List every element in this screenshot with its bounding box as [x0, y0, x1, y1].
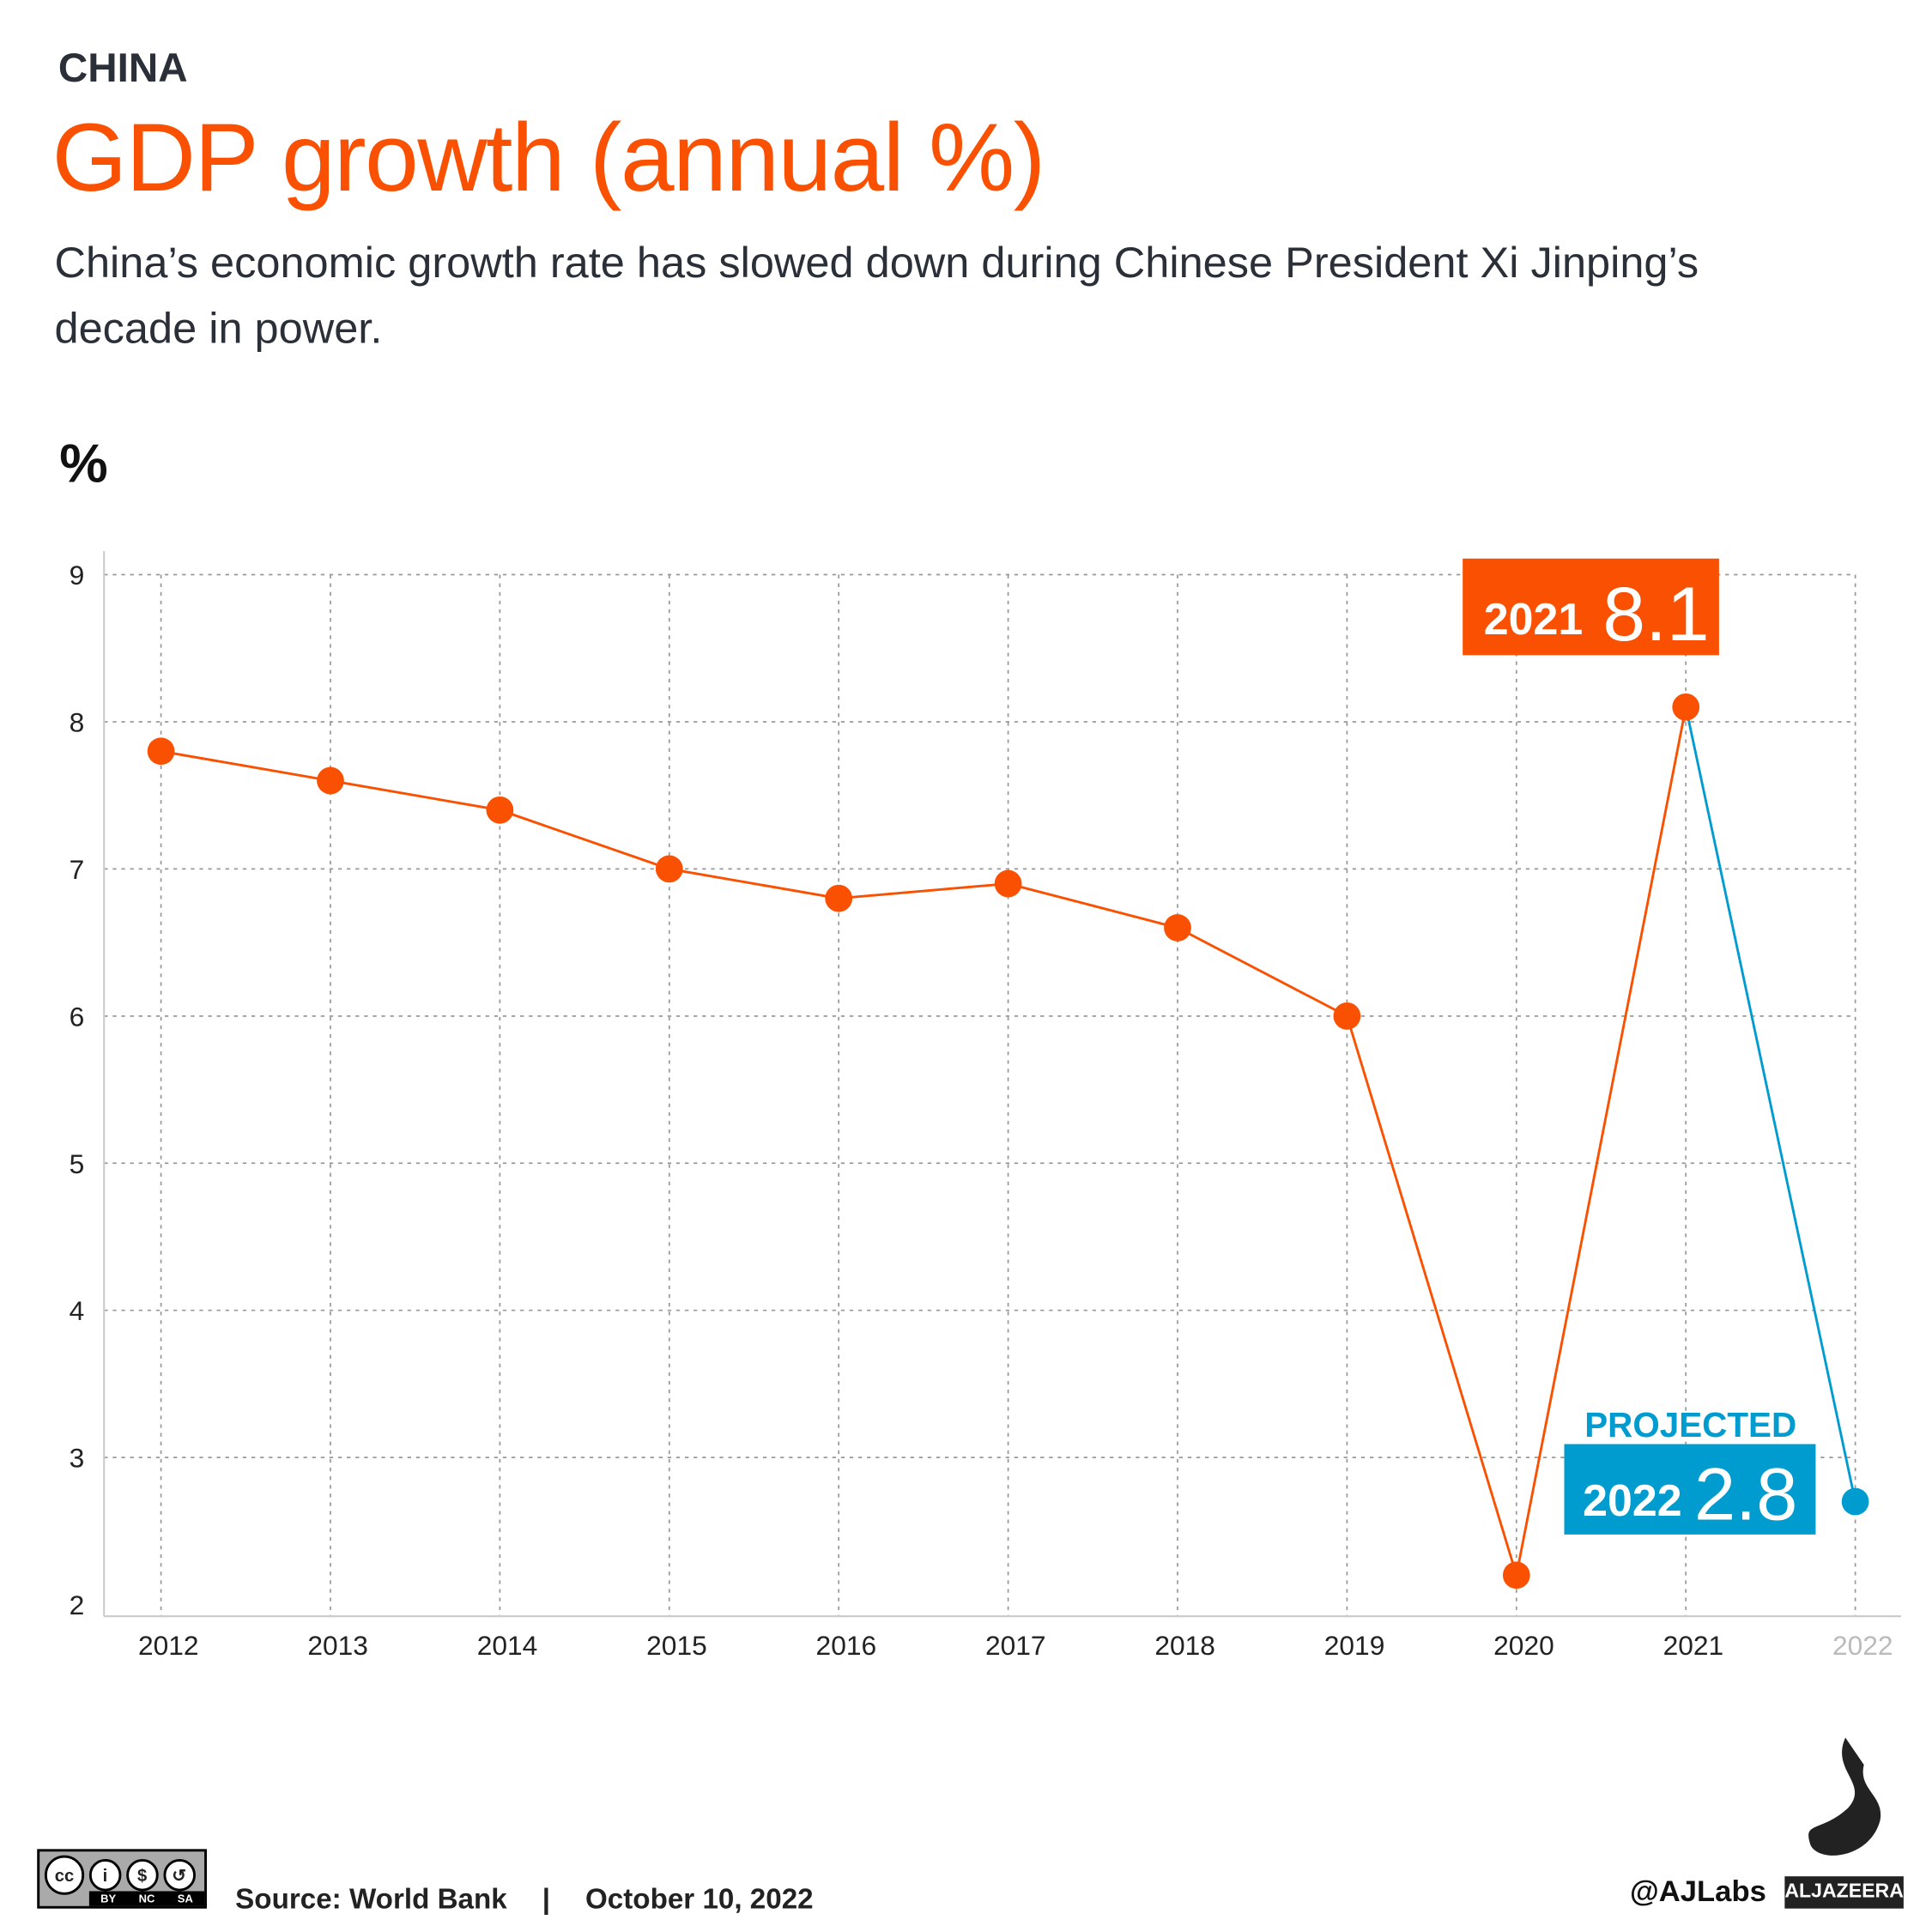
- footer-source: Source: World Bank | October 10, 2022: [235, 1882, 813, 1916]
- y-tick-label: 5: [70, 1148, 85, 1179]
- data-point-2022: [1841, 1487, 1869, 1516]
- data-point-2014: [486, 796, 514, 824]
- x-tick-label: 2019: [1324, 1630, 1385, 1661]
- y-tick-label: 8: [70, 707, 85, 738]
- source-text: Source: World Bank: [235, 1882, 507, 1915]
- x-tick-label: 2017: [985, 1630, 1046, 1661]
- annotation-2022-value: 2.8: [1694, 1454, 1797, 1536]
- annotation-2022-year: 2022: [1583, 1476, 1682, 1526]
- data-point-2017: [994, 869, 1022, 898]
- aljazeera-wordmark: ALJAZEERA: [1784, 1876, 1904, 1909]
- data-point-2015: [655, 855, 683, 883]
- projected-series-line: [1684, 706, 1857, 1502]
- annotation-2021-value: 8.1: [1602, 571, 1709, 657]
- kicker: CHINA: [58, 44, 188, 91]
- y-axis-unit: %: [59, 433, 108, 494]
- creative-commons-license-icon: cc i $ ↺ BY NC SA: [37, 1849, 207, 1909]
- x-tick-label: 2021: [1663, 1630, 1724, 1661]
- license-by: BY: [100, 1892, 117, 1905]
- chart-subtitle: China’s economic growth rate has slowed …: [54, 239, 1699, 354]
- data-point-2019: [1333, 1002, 1361, 1030]
- separator: |: [542, 1882, 551, 1915]
- annotation-2022-box: [1564, 1444, 1816, 1535]
- x-tick-label: 2012: [138, 1630, 199, 1661]
- x-tick-label: 2013: [307, 1630, 368, 1661]
- y-tick-label: 6: [70, 1001, 85, 1032]
- data-point-2012: [147, 737, 175, 766]
- data-point-2016: [825, 884, 853, 912]
- chart-title: GDP growth (annual %): [51, 102, 1046, 212]
- license-sa: SA: [177, 1892, 193, 1905]
- actual-series-line: [160, 706, 1687, 1576]
- data-point-2013: [317, 766, 344, 795]
- annotation-projected-label: PROJECTED: [1584, 1405, 1796, 1444]
- x-tick-label: 2018: [1154, 1630, 1215, 1661]
- data-point-2018: [1164, 914, 1191, 942]
- y-tick-label: 7: [70, 854, 85, 885]
- ajlabs-handle: @AJLabs: [1629, 1874, 1766, 1909]
- annotation-2021-box: [1463, 558, 1719, 656]
- license-nc: NC: [138, 1892, 155, 1905]
- x-tick-label: 2014: [477, 1630, 538, 1661]
- data-point-2020: [1502, 1561, 1530, 1590]
- data-point-2021: [1672, 693, 1700, 721]
- y-tick-label: 3: [70, 1443, 85, 1474]
- y-tick-label: 9: [70, 560, 85, 591]
- x-tick-label: 2022: [1832, 1630, 1893, 1661]
- x-tick-label: 2015: [646, 1630, 707, 1661]
- x-tick-label: 2020: [1493, 1630, 1554, 1661]
- y-tick-label: 4: [70, 1295, 85, 1326]
- annotation-2021-year: 2021: [1484, 595, 1584, 645]
- y-tick-label: 2: [70, 1590, 85, 1620]
- date-text: October 10, 2022: [584, 1882, 814, 1915]
- x-tick-label: 2016: [816, 1630, 877, 1661]
